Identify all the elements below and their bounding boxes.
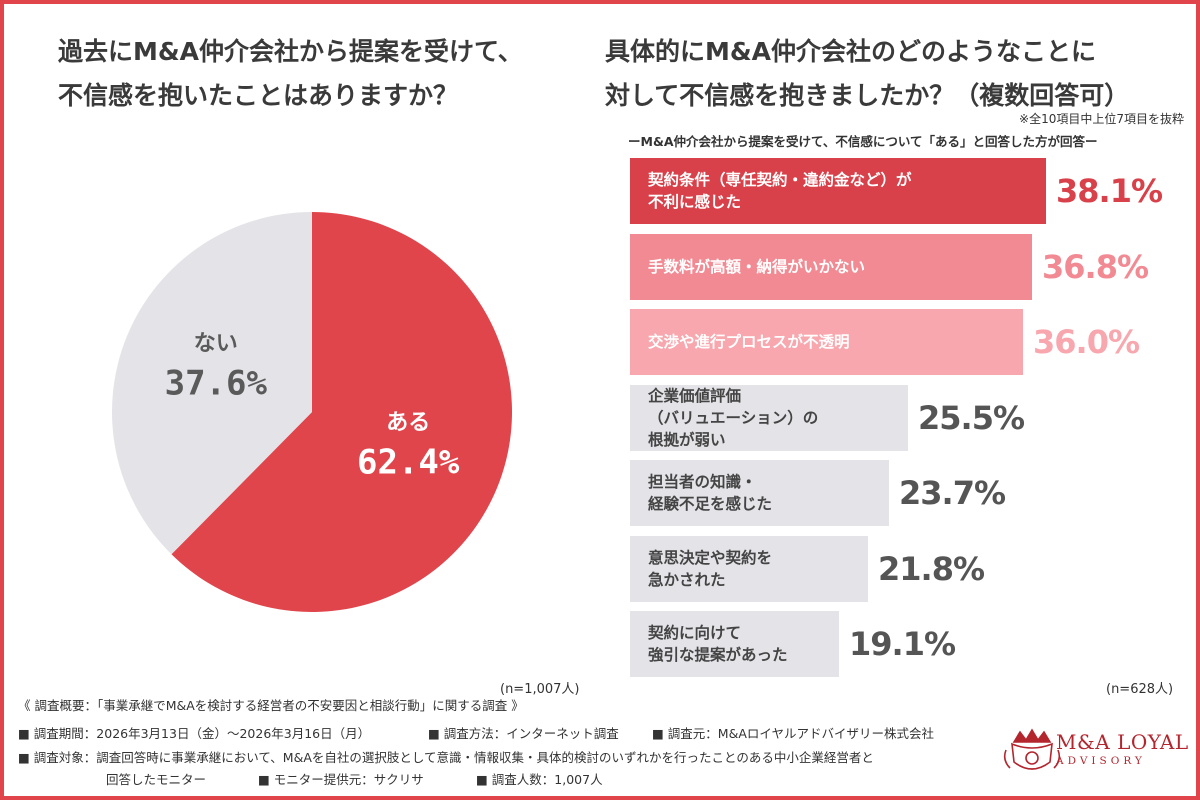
bar-label-3: 交渉や進行プロセスが不透明 [648,333,850,351]
bar-3: 交渉や進行プロセスが不透明 [630,309,1023,375]
pie-value-yes: 62.4% [357,442,460,482]
bar-label-2: 手数料が高額・納得がいかない [648,258,866,276]
bar-chart-title: 具体的にM&A仲介会社のどのようなことに対して不信感を抱きましたか？（複数回答可… [605,30,1129,118]
bar-label-7: 契約に向けて 強引な提案があった [648,624,788,664]
survey-period: ■ 調査期間：2026年3月13日（金）〜2026年3月16日（月） [18,726,371,741]
bar-4: 企業価値評価 （バリュエーション）の 根拠が弱い [630,385,908,451]
top-items-note: ※全10項目中上位7項目を抜粋 [1019,112,1184,126]
pie-label-yes: ある [386,410,430,435]
bar-5: 担当者の知識・ 経験不足を感じた [630,460,889,526]
survey-overview: 《 調査概要：「事業承継でM&Aを検討する経営者の不安要因と相談行動」に関する調… [18,698,524,713]
bar-sample-size: (n=628人) [1106,682,1174,697]
bar-value-7: 19.1% [849,625,956,663]
pie-slice-no [112,212,312,555]
bar-title-line1: 具体的にM&A仲介会社のどのようなことに [605,37,1097,66]
survey-source: ■ 調査元：M&Aロイヤルアドバイザリー株式会社 [652,726,934,741]
bar-2: 手数料が高額・納得がいかない [630,234,1032,300]
bar-value-5: 23.7% [899,474,1006,512]
crest-icon [1003,728,1061,770]
bar-label-6: 意思決定や契約を 急かされた [648,549,773,589]
pie-title-line2: 不信感を抱いたことはありますか？ [58,81,459,110]
bar-value-2: 36.8% [1042,248,1149,286]
pie-value-no: 37.6% [165,364,268,404]
survey-target: ■ 調査対象：調査回答時に事業承継において、M&Aを自社の選択肢として意識・情報… [18,750,874,765]
survey-count: ■ 調査人数：1,007人 [476,772,603,787]
pie-chart: ある 62.4% ない 37.6% [112,212,512,612]
respondent-note: ーM&A仲介会社から提案を受けて、不信感について「ある」と回答した方が回答ー [628,134,1098,149]
bar-value-4: 25.5% [918,399,1025,437]
survey-method: ■ 調査方法：インターネット調査 [428,726,619,741]
bar-value-6: 21.8% [878,550,985,588]
bar-value-1: 38.1% [1056,172,1163,210]
bar-label-1: 契約条件（専任契約・違約金など）が 不利に感じた [648,171,912,211]
survey-target-cont: 回答したモニター [106,772,207,787]
bar-label-5: 担当者の知識・ 経験不足を感じた [648,473,773,513]
pie-slice-yes [171,212,512,612]
logo-wordmark: M&A LOYAL ADVISORY [1056,730,1189,767]
pie-title-line1: 過去にM&A仲介会社から提案を受けて、 [58,37,523,66]
bar-1: 契約条件（専任契約・違約金など）が 不利に感じた [630,158,1046,224]
pie-chart-title: 過去にM&A仲介会社から提案を受けて、 不信感を抱いたことはありますか？ [58,30,523,118]
bar-title-line2: 対して不信感を抱きましたか？（複数回答可） [605,81,1130,110]
company-logo [1003,728,1061,770]
bar-7: 契約に向けて 強引な提案があった [630,611,839,677]
logo-sub: ADVISORY [1056,755,1146,767]
pie-label-no: ない [194,332,238,357]
logo-name: M&A LOYAL [1056,730,1189,754]
bar-label-4: 企業価値評価 （バリュエーション）の 根拠が弱い [648,387,819,449]
pie-sample-size: (n=1,007人) [500,682,580,697]
monitor-provider: ■ モニター提供元：サクリサ [258,772,424,787]
bar-value-3: 36.0% [1033,323,1140,361]
bar-6: 意思決定や契約を 急かされた [630,536,868,602]
